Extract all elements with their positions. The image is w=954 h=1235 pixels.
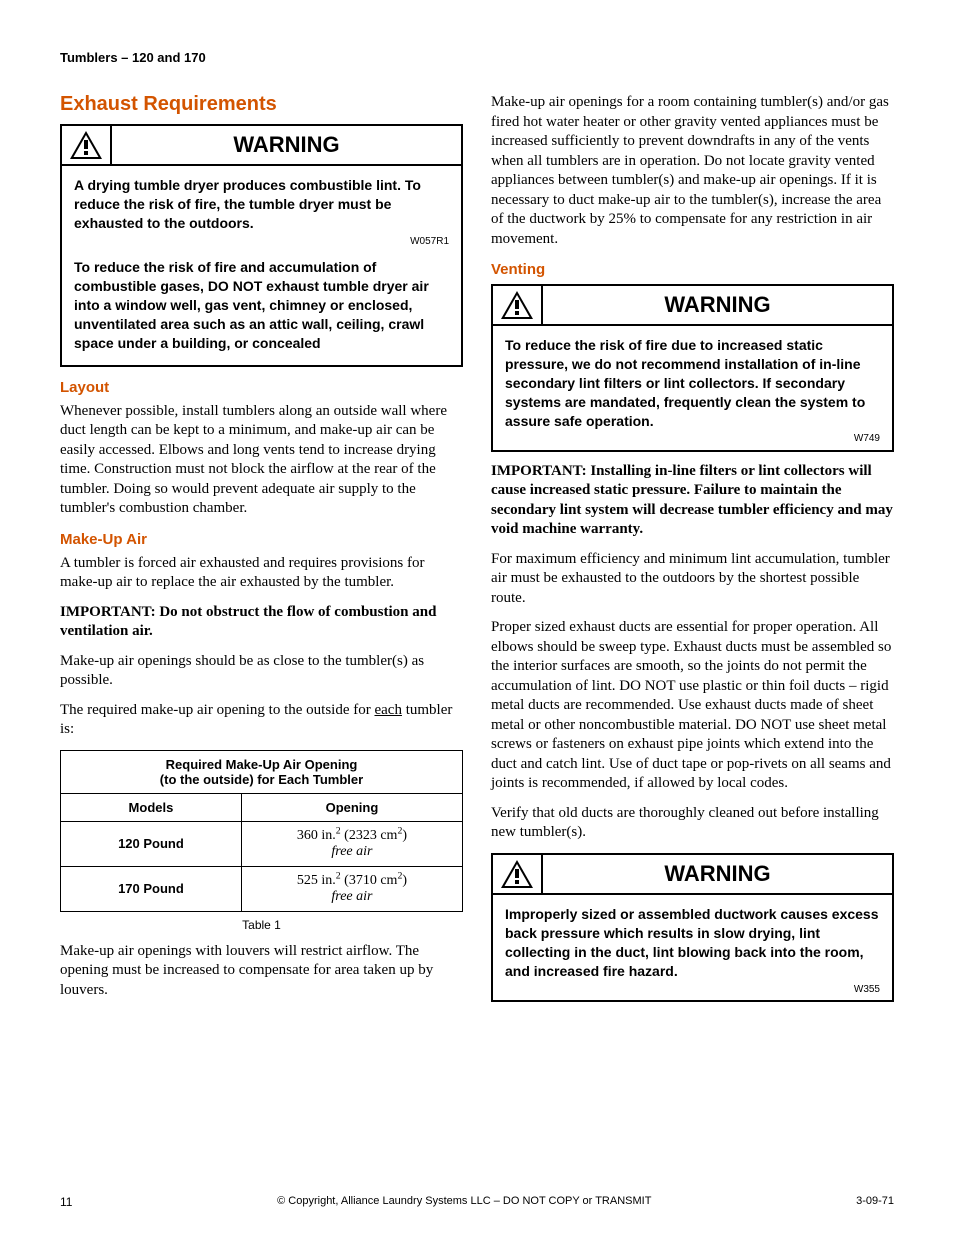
footer-copyright: © Copyright, Alliance Laundry Systems LL… [277,1195,651,1209]
warning-body-1: A drying tumble dryer produces combustib… [62,166,461,252]
warning-header: WARNING [493,855,892,895]
makeup-air-table: Required Make-Up Air Opening (to the out… [60,750,463,912]
page-footer: 11 © Copyright, Alliance Laundry Systems… [60,1195,894,1209]
subheading-venting: Venting [491,261,894,278]
warning-code: W749 [505,432,880,446]
para-makeup-3-pre: The required make-up air opening to the … [60,702,374,718]
table-model-0: 120 Pound [61,821,242,866]
warning-box-2: WARNING To reduce the risk of fire due t… [491,284,894,452]
val-in2: 360 [297,828,318,843]
table-col-opening: Opening [241,793,462,821]
two-column-layout: Exhaust Requirements WARNING A drying tu… [60,93,894,1012]
para-right-2: For maximum efficiency and minimum lint … [491,550,894,609]
warning-title: WARNING [112,126,461,164]
table-caption: Table 1 [60,918,463,932]
warning-box-1: WARNING A drying tumble dryer produces c… [60,124,463,367]
warning-body-3: Improperly sized or assembled ductwork c… [493,895,892,1000]
subheading-layout: Layout [60,379,463,396]
para-makeup-4: Make-up air openings with louvers will r… [60,942,463,1001]
warning-title: WARNING [543,286,892,324]
table-model-1: 170 Pound [61,866,242,911]
warning-header: WARNING [62,126,461,166]
warning-code: W057R1 [74,235,449,249]
para-makeup-3: The required make-up air opening to the … [60,701,463,740]
warning-text: Improperly sized or assembled ductwork c… [505,906,879,979]
warning-icon [493,286,543,324]
table-row: Required Make-Up Air Opening (to the out… [61,750,463,793]
table-title-cell: Required Make-Up Air Opening (to the out… [61,750,463,793]
warning-icon [62,126,112,164]
warning-icon [493,855,543,893]
table-row: 120 Pound 360 in.2 (2323 cm2)free air [61,821,463,866]
section-title-exhaust: Exhaust Requirements [60,93,463,116]
warning-extra-1: To reduce the risk of fire and accumulat… [62,252,461,364]
table-row: 170 Pound 525 in.2 (3710 cm2)free air [61,866,463,911]
val-note: free air [331,844,372,859]
table-title-1: Required Make-Up Air Opening [166,757,358,772]
footer-doc: 3-09-71 [856,1195,894,1209]
left-column: Exhaust Requirements WARNING A drying tu… [60,93,463,1012]
footer-page: 11 [60,1195,72,1209]
warning-body-2: To reduce the risk of fire due to increa… [493,326,892,450]
right-column: Make-up air openings for a room containi… [491,93,894,1012]
para-makeup-3-underline: each [374,702,401,718]
table-row: Models Opening [61,793,463,821]
warning-title: WARNING [543,855,892,893]
para-layout: Whenever possible, install tumblers alon… [60,402,463,519]
warning-header: WARNING [493,286,892,326]
para-makeup-important: IMPORTANT: Do not obstruct the flow of c… [60,603,463,642]
warning-text: A drying tumble dryer produces combustib… [74,177,421,231]
warning-text: To reduce the risk of fire due to increa… [505,337,865,429]
para-right-4: Verify that old ducts are thoroughly cle… [491,804,894,843]
para-important-venting: IMPORTANT: Installing in-line filters or… [491,462,894,540]
warning-box-3: WARNING Improperly sized or assembled du… [491,853,894,1002]
table-title-2: (to the outside) for Each Tumbler [160,772,363,787]
page-header: Tumblers – 120 and 170 [60,50,894,65]
table-value-1: 525 in.2 (3710 cm2)free air [241,866,462,911]
table-col-models: Models [61,793,242,821]
val-cm2: 3710 [349,873,377,888]
val-note: free air [331,889,372,904]
val-in2: 525 [297,873,318,888]
para-makeup-1: A tumbler is forced air exhausted and re… [60,554,463,593]
table-value-0: 360 in.2 (2323 cm2)free air [241,821,462,866]
para-makeup-2: Make-up air openings should be as close … [60,652,463,691]
subheading-makeup-air: Make-Up Air [60,531,463,548]
para-right-3: Proper sized exhaust ducts are essential… [491,618,894,794]
val-cm2: 2323 [349,828,377,843]
para-right-1: Make-up air openings for a room containi… [491,93,894,249]
warning-code: W355 [505,983,880,997]
